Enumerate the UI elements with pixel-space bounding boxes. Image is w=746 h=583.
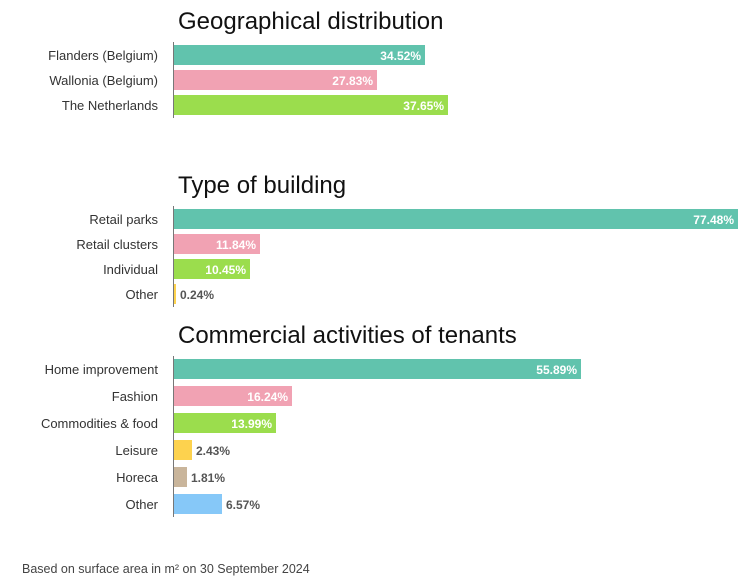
value-label: 77.48% [693, 213, 734, 227]
value-label: 55.89% [536, 363, 577, 377]
bar-commodities-food [174, 413, 276, 433]
category-label: Individual [103, 262, 158, 277]
category-label: Retail clusters [76, 237, 158, 252]
category-label: Other [125, 287, 158, 302]
chart-title: Commercial activities of tenants [178, 322, 517, 349]
value-label: 37.65% [403, 99, 444, 113]
bar-other [174, 284, 176, 304]
value-label: 10.45% [205, 263, 246, 277]
y-axis-line [173, 42, 174, 118]
value-label: 2.43% [196, 444, 231, 458]
chart-title: Geographical distribution [178, 8, 444, 35]
value-label: 6.57% [226, 498, 261, 512]
bar-leisure [174, 440, 192, 460]
category-label: Home improvement [44, 362, 158, 377]
bar-individual [174, 259, 250, 279]
value-label: 34.52% [380, 49, 421, 63]
bar-horeca [174, 467, 187, 487]
value-label: 16.24% [247, 390, 288, 404]
footnote: Based on surface area in m² on 30 Septem… [22, 562, 310, 576]
bar-flanders-belgium [174, 45, 425, 65]
bar-retail-clusters [174, 234, 260, 254]
value-label: 27.83% [332, 74, 373, 88]
bar-the-netherlands [174, 95, 448, 115]
category-label: Other [125, 497, 158, 512]
category-label: Fashion [111, 389, 158, 404]
category-label: Flanders (Belgium) [48, 48, 158, 63]
y-axis-line [173, 206, 174, 307]
category-label: Leisure [115, 443, 158, 458]
bar-other [174, 494, 222, 514]
category-label: The Netherlands [61, 98, 158, 113]
bar-retail-parks [174, 209, 738, 229]
category-label: Retail parks [89, 212, 158, 227]
bar-fashion [174, 386, 292, 406]
bar-home-improvement [174, 359, 581, 379]
value-label: 0.24% [180, 288, 215, 302]
category-label: Horeca [116, 470, 158, 485]
bar-wallonia-belgium [174, 70, 377, 90]
chart-title: Type of building [178, 172, 347, 199]
value-label: 13.99% [231, 417, 272, 431]
y-axis-line [173, 356, 174, 517]
category-label: Commodities & food [40, 416, 158, 431]
value-label: 1.81% [191, 471, 226, 485]
category-label: Wallonia (Belgium) [49, 73, 158, 88]
value-label: 11.84% [215, 238, 256, 252]
